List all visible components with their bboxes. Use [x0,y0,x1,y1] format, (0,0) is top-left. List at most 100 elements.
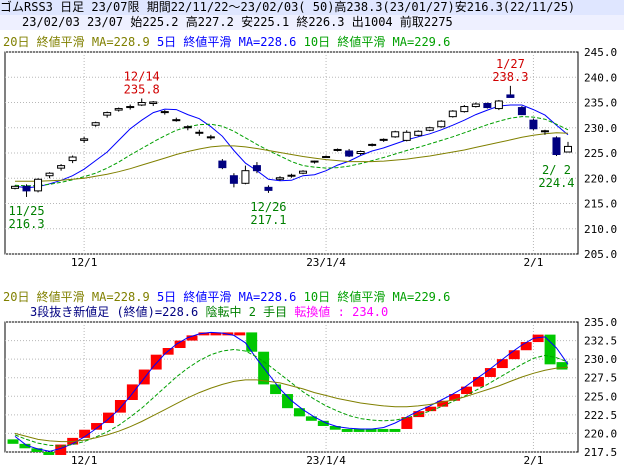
newvalue-bar-down [377,428,389,432]
candle-body [172,119,181,122]
candle-body [506,94,515,98]
newvalue-bar-down [329,426,341,430]
candle-body [103,112,112,116]
legend-ma20: 20日 終値平滑 MA=228.9 [3,290,150,304]
step-count: 2 手目 [248,305,288,319]
candle-body [310,160,319,163]
newvalue-bar-up [437,400,449,407]
candle-body [80,138,89,141]
candle-body [494,100,503,110]
candle-body [137,102,146,106]
newvalue-bar-down [317,420,329,426]
trend-status: 陰転中 [205,305,242,319]
candle-body [34,178,43,192]
newvalue-bar-up [210,332,222,336]
newvalue-bar-up [126,384,138,400]
candle-body [149,101,158,105]
annotation-date: 11/25 [8,204,44,218]
newvalue-bar-up [461,386,472,395]
top-xtick-label: 12/1 [71,256,98,269]
bot-ytick-label: 222.5 [584,409,617,422]
bot-xtick-label: 23/1/4 [306,454,346,467]
candle-body [206,136,215,139]
newvalue-bar-down [31,448,43,452]
candle-body [414,130,423,136]
candle-body [402,131,411,141]
annotation-date: 1/27 [496,57,525,71]
candle-body [425,127,434,131]
annotation-value: 224.4 [538,176,574,190]
top-series-line-ma20 [15,132,569,182]
candle-body [368,143,377,146]
bot-ytick-label: 232.5 [584,335,617,348]
newvalue-bar-down [282,394,293,409]
bottom-legend: 20日 終値平滑 MA=228.9 5日 終値平滑 MA=228.6 10日 終… [3,290,450,304]
newvalue-bar-down [7,439,19,444]
legend-ma10: 10日 終値平滑 MA=229.6 [303,290,451,304]
annotation-value: 238.3 [492,70,528,84]
chart-header-line1: ゴムRSS3 日足 23/07限 期間22/11/22～23/02/03( 50… [0,0,624,15]
top-xtick-label: 2/1 [524,256,544,269]
newvalue-bar-down [293,408,305,417]
newvalue-bar-up [198,332,210,336]
annotation-value: 216.3 [8,217,44,231]
bot-series-line-ma5 [14,331,569,452]
newvalue-bar-up [496,359,508,369]
candle-body [241,170,250,184]
newvalue-bar-down [544,334,556,365]
bot-series-line-ma20 [14,366,569,443]
candle-body [68,156,77,162]
candle-body [57,165,66,169]
bot-ytick-label: 225.0 [584,390,617,403]
newvalue-bar-down [43,452,55,455]
newvalue-bar-up [79,429,91,438]
newvalue-bar-down [19,443,31,449]
newvalue-bar-up [55,444,67,455]
newvalue-bar-up [520,342,532,351]
chart-header-line2: 23/02/03 23/07 始225.2 高227.2 安225.1 終226… [0,15,624,30]
top-ytick-label: 210.0 [584,223,617,236]
newvalue-bar-up [103,412,114,424]
newvalue-bar-down [365,428,377,432]
newvalue-bar-up [425,406,437,412]
newvalue-bar-up [532,334,544,343]
candle-body [552,137,561,156]
candlestick-chart: 245.0 240.0 235.0 230.0 225.0 220.0 215.0 210.0… [4,46,617,269]
legend-ma20: 20日 終値平滑 MA=228.9 [3,35,150,49]
candle-body [287,174,296,177]
candle-body [45,172,54,177]
newvalue-bar-down [341,428,353,432]
legend-ma10: 10日 終値平滑 MA=229.6 [303,35,451,49]
top-series-line-ma5 [14,104,569,189]
newvalue-bar-down [246,332,258,352]
bot-ytick-label: 220.0 [584,427,617,440]
candle-body [391,131,400,138]
bot-series-line-ma10 [14,348,569,447]
candle-body [114,108,123,111]
candle-body [379,138,388,141]
bot-xtick-label: 12/1 [71,454,98,467]
newvalue-bar-up [91,423,103,430]
newvalue-bar-up [150,354,162,370]
bot-ytick-label: 227.5 [584,372,617,385]
legend-ma5: 5日 終値平滑 MA=228.6 [156,290,297,304]
newvalue-bar-up [508,350,520,360]
candle-body [91,122,100,126]
newvalue-bar-up [114,400,126,413]
candle-body [483,103,492,109]
candle-body [252,165,261,172]
candle-body [218,160,227,169]
candle-body [460,106,469,113]
top-ytick-label: 245.0 [584,46,617,59]
candle-body [275,177,284,180]
reversal-value: 転換値 : 234.0 [294,305,389,319]
candle-body [183,126,192,129]
newvalue-bar-down [556,362,568,370]
bot-xtick-label: 2/1 [524,454,544,467]
newvalue-bar-up [484,368,496,377]
top-xtick-label: 23/1/4 [306,256,346,269]
bottom-info: 3段抜き新値足 (終値)=228.6 陰転中 2 手目 転換値 : 234.0 [30,305,388,319]
newvalue-title: 3段抜き新値足 (終値)=228.6 [30,305,199,319]
newvalue-bar-up [413,411,425,418]
